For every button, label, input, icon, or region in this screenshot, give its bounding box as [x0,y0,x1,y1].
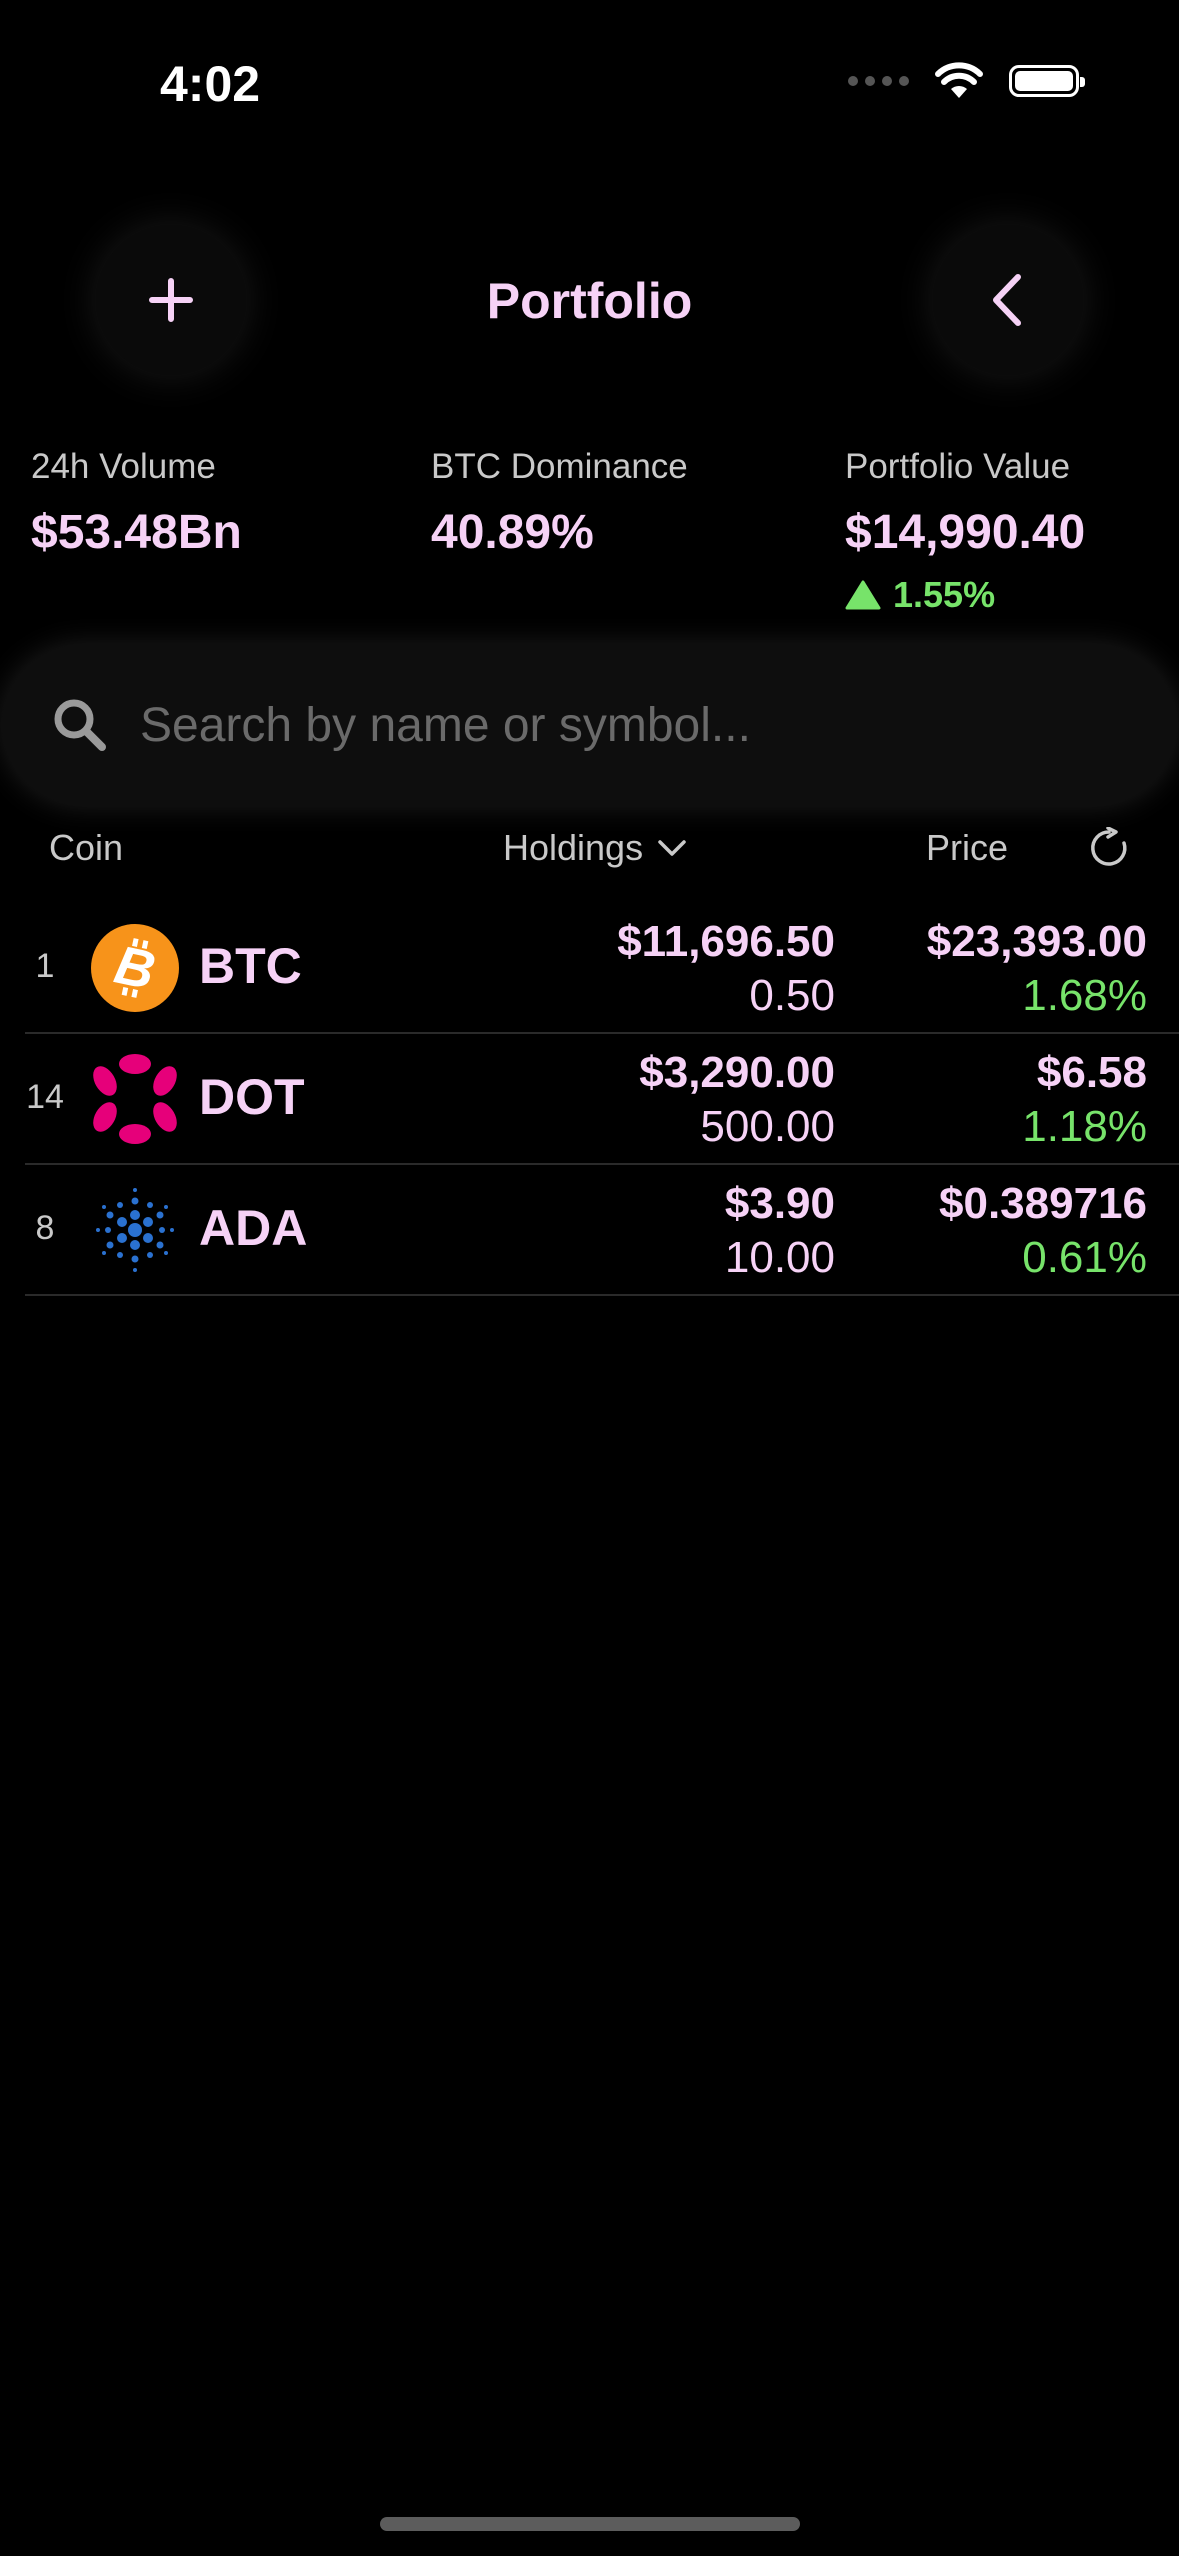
bitcoin-logo-icon: B [91,924,179,1012]
coin-rank: 14 [26,1078,64,1116]
stat-24h-volume: 24h Volume $53.48Bn [31,447,242,560]
refresh-icon [1091,826,1127,866]
portfolio-change: 1.55% [845,574,1085,616]
coin-price: $6.58 [1036,1048,1147,1097]
search-bar[interactable] [2,645,1177,805]
holdings-value: $3.90 [724,1179,835,1228]
column-header-price[interactable]: Price [926,827,1008,869]
coin-price: $23,393.00 [926,917,1147,966]
holdings-amount: 10.00 [724,1233,835,1282]
stat-label: 24h Volume [31,447,216,486]
cellular-signal-icon [848,76,909,86]
price-change: 1.68% [1022,971,1147,1020]
wifi-icon [935,62,983,98]
holdings-value: $3,290.00 [639,1048,835,1097]
cardano-logo-icon [96,1188,174,1272]
price-change: 0.61% [1022,1233,1147,1282]
stat-label: BTC Dominance [431,447,688,486]
coin-rank: 8 [35,1209,55,1247]
column-header-holdings-label: Holdings [503,827,644,868]
column-header-holdings[interactable]: Holdings [503,827,687,869]
coin-symbol: BTC [199,938,302,994]
price-change: 1.18% [1022,1102,1147,1151]
table-row[interactable]: 14 DOT $3,290.00 500.00 $6.58 1.18% [25,1034,1179,1165]
back-button[interactable] [933,225,1083,375]
stat-value: $53.48Bn [31,506,242,559]
holdings-amount: 500.00 [700,1102,835,1151]
coin-symbol: DOT [199,1069,305,1125]
column-header-coin-label: Coin [49,827,124,868]
refresh-button[interactable] [1088,826,1130,874]
home-indicator[interactable] [380,2517,800,2531]
polkadot-logo-icon [93,1054,177,1144]
stat-label: Portfolio Value [845,447,1071,486]
table-row[interactable]: 1 B BTC $11,696.50 0.50 $23,393.00 1.68% [25,903,1179,1034]
status-time: 4:02 [160,56,261,112]
chevron-down-icon [658,840,686,856]
battery-icon [1009,65,1085,97]
search-icon [54,699,106,751]
holdings-value: $11,696.50 [617,917,835,966]
chevron-left-icon [993,274,1021,326]
stat-btc-dominance: BTC Dominance 40.89% [431,447,688,560]
column-header-price-label: Price [926,827,1009,868]
stat-portfolio-value: Portfolio Value $14,990.40 1.55% [845,447,1085,616]
stat-value: 40.89% [431,506,594,559]
coin-rank: 1 [35,947,55,985]
holdings-amount: 0.50 [749,971,835,1020]
column-header-coin[interactable]: Coin [49,827,123,869]
search-input[interactable] [138,696,1142,754]
coin-price: $0.389716 [939,1179,1147,1228]
add-coin-button[interactable] [96,225,246,375]
portfolio-change-value: 1.55% [893,574,996,615]
stat-value: $14,990.40 [845,506,1086,559]
status-icons [848,62,1085,100]
triangle-up-icon [845,580,881,610]
table-row[interactable]: 8 ADA $3.90 10.00 $0.389716 0.61% [25,1165,1179,1296]
page-title: Portfolio [486,273,693,329]
coin-symbol: ADA [199,1200,308,1256]
plus-icon [149,278,193,322]
